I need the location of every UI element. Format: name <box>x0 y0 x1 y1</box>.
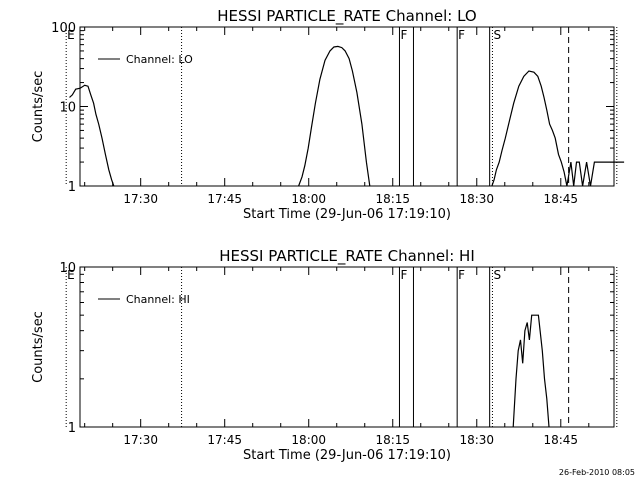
event-marker-label: F <box>458 268 465 282</box>
chart-title: HESSI PARTICLE_RATE Channel: HI <box>219 247 475 266</box>
x-tick-label: 18:15 <box>375 192 410 206</box>
legend-entry: Channel: LO <box>126 53 193 66</box>
series-line-channel-hi <box>512 314 550 428</box>
x-tick-label: 18:00 <box>291 192 326 206</box>
y-tick-label: 1 <box>68 180 76 195</box>
x-tick-label: 18:45 <box>543 433 578 447</box>
plot-frame <box>79 26 615 187</box>
event-marker-label: S <box>493 28 501 42</box>
panel-hi-channel: HESSI PARTICLE_RATE Channel: HI 17:30 17:4… <box>31 247 618 463</box>
y-axis-label: Counts/sec <box>31 311 46 383</box>
x-tick-label: 18:15 <box>375 433 410 447</box>
series-line-channel-lo <box>298 45 371 187</box>
y-tick-label: 10 <box>59 261 76 276</box>
event-marker-label: F <box>400 28 407 42</box>
x-tick-label: 18:45 <box>543 192 578 206</box>
plot-frame <box>79 266 615 428</box>
event-marker-label: E <box>67 28 75 42</box>
y-tick-label: 100 <box>51 21 76 36</box>
x-axis-label: Start Time (29-Jun-06 17:19:10) <box>243 448 451 463</box>
x-tick-label: 18:30 <box>459 433 494 447</box>
event-marker-label: E <box>67 268 75 282</box>
footer-timestamp: 26-Feb-2010 08:05 <box>558 468 635 477</box>
x-tick-label: 17:45 <box>207 192 242 206</box>
x-tick-label: 18:00 <box>291 433 326 447</box>
panel-lo-channel: HESSI PARTICLE_RATE Channel: LO 17:30 17:4… <box>31 7 625 222</box>
series-line-channel-lo <box>491 70 625 187</box>
x-axis-label: Start Time (29-Jun-06 17:19:10) <box>243 207 451 222</box>
x-tick-label: 17:30 <box>123 433 158 447</box>
y-tick-label: 1 <box>68 421 76 436</box>
x-tick-label: 17:30 <box>123 192 158 206</box>
chart-title: HESSI PARTICLE_RATE Channel: LO <box>217 7 476 26</box>
y-tick-label: 10 <box>59 101 76 116</box>
x-tick-label: 18:30 <box>459 192 494 206</box>
y-axis-label: Counts/sec <box>31 71 46 143</box>
series-line-channel-lo <box>69 84 115 187</box>
legend-entry: Channel: HI <box>126 293 190 306</box>
event-marker-label: F <box>458 28 465 42</box>
event-marker-label: S <box>493 268 501 282</box>
x-tick-label: 17:45 <box>207 433 242 447</box>
event-marker-label: F <box>400 268 407 282</box>
